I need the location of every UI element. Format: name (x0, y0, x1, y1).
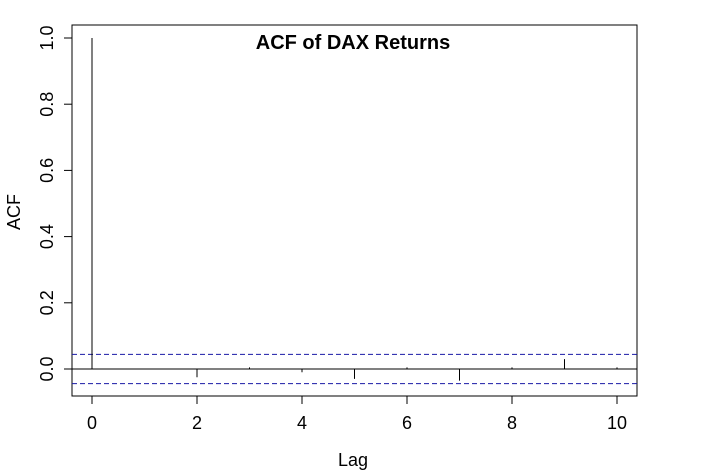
chart-title: ACF of DAX Returns (256, 32, 450, 54)
acf-marks (72, 38, 637, 385)
x-tick-label: 6 (402, 413, 412, 433)
y-axis: 0.0 0.2 0.4 0.6 0.8 1.0 (37, 25, 72, 382)
x-tick-label: 0 (87, 413, 97, 433)
plot-frame (71, 24, 638, 397)
y-tick-label: 0.6 (37, 158, 57, 183)
x-tick-label: 2 (192, 413, 202, 433)
x-tick-label: 4 (297, 413, 307, 433)
x-axis-label: Lag (338, 450, 368, 470)
y-tick-label: 0.0 (37, 356, 57, 381)
y-tick-label: 0.2 (37, 290, 57, 315)
y-axis-label: ACF (4, 194, 24, 230)
y-tick-label: 0.8 (37, 92, 57, 117)
x-tick-label: 8 (507, 413, 517, 433)
y-tick-label: 0.4 (37, 224, 57, 249)
y-tick-label: 1.0 (37, 25, 57, 50)
x-axis: 0 2 4 6 8 10 (87, 396, 627, 433)
x-tick-label: 10 (607, 413, 627, 433)
